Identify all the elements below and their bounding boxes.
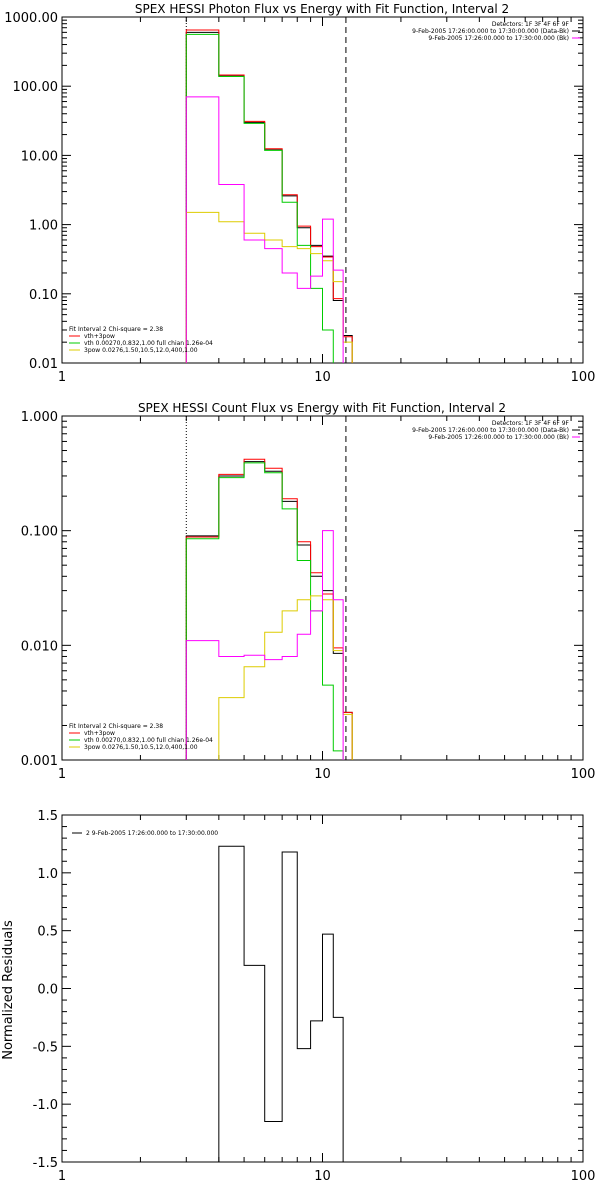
series-line-data-bk — [185, 461, 353, 760]
photon-flux-title: SPEX HESSI Photon Flux vs Energy with Fi… — [135, 2, 509, 16]
x-tick-label: 100 — [571, 767, 596, 782]
y-tick-label: 0.0 — [37, 983, 58, 998]
x-tick-label: 1 — [58, 767, 66, 782]
legend-text: 2 9-Feb-2005 17:26:00.000 to 17:30:00.00… — [86, 830, 218, 837]
legend-text: 9-Feb-2005 17:26:00.000 to 17:30:00.000 … — [412, 427, 569, 434]
series-line-vth — [185, 462, 353, 760]
series-line-3pow — [185, 211, 353, 363]
series-group — [185, 458, 353, 760]
x-tick-label: 1 — [58, 370, 66, 385]
legend-text: vth 0.00270,0.832,1.00 full chian 1.26e-… — [84, 737, 213, 744]
legend-text: vth+3pow — [84, 333, 115, 340]
residuals-y-axis-label: Normalized Residuals — [1, 920, 16, 1060]
y-tick-label: 0.5 — [37, 925, 58, 940]
legend-text: Detectors: 1F 3F 4F 6F 9F — [492, 420, 570, 427]
series-line-bk — [185, 96, 353, 363]
series-line-bk — [185, 530, 353, 760]
y-tick-label: 1.5 — [37, 809, 58, 824]
y-tick-label: 0.01 — [29, 357, 58, 372]
series-line-3pow — [185, 595, 353, 760]
series-line-vth-3pow — [185, 458, 353, 760]
legend-text: 3pow 0.0276,1.50,10.5,12.0,400,1.00 — [84, 347, 198, 354]
count-flux-panel: SPEX HESSI Count Flux vs Energy with Fit… — [21, 401, 596, 782]
y-tick-label: 1.0 — [37, 867, 58, 882]
series-group — [185, 29, 353, 363]
y-tick-label: 1.000 — [21, 410, 58, 425]
x-tick-label: 100 — [571, 1169, 596, 1184]
residuals-panel: Normalized Residuals 1 10 100 -1.5 -1.0 -0.5 0… — [1, 809, 595, 1184]
legend-text: 9-Feb-2005 17:26:00.000 to 17:30:00.000 … — [428, 35, 569, 42]
count-flux-title: SPEX HESSI Count Flux vs Energy with Fit… — [138, 401, 506, 415]
y-tick-label: -1.0 — [33, 1098, 58, 1113]
series-group — [218, 845, 344, 1162]
series-line-vth — [185, 33, 353, 363]
legend-text: Fit Interval 2 Chi-square = 2.38 — [69, 723, 163, 730]
x-tick-label: 10 — [314, 767, 331, 782]
legend-text: vth+3pow — [84, 730, 115, 737]
series-line-data-bk — [185, 31, 353, 363]
y-tick-label: 0.010 — [21, 639, 58, 654]
x-tick-label: 100 — [571, 370, 596, 385]
y-tick-label: 100.00 — [13, 80, 59, 95]
legend-text: 3pow 0.0276,1.50,10.5,12.0,400,1.00 — [84, 744, 198, 751]
y-tick-label: 1000.00 — [4, 11, 58, 26]
legend-text: Fit Interval 2 Chi-square = 2.38 — [69, 326, 163, 333]
legend-text: 9-Feb-2005 17:26:00.000 to 17:30:00.000 … — [428, 434, 569, 441]
y-tick-label: 0.001 — [21, 754, 58, 769]
y-tick-label: 10.00 — [21, 149, 58, 164]
x-tick-label: 10 — [314, 370, 331, 385]
y-tick-label: -1.5 — [33, 1156, 58, 1171]
x-tick-label: 10 — [314, 1169, 331, 1184]
y-tick-label: -0.5 — [33, 1040, 58, 1055]
y-tick-label: 1.00 — [29, 219, 58, 234]
x-tick-label: 1 — [58, 1169, 66, 1184]
legend-text: vth 0.00270,0.832,1.00 full chian 1.26e-… — [84, 340, 213, 347]
series-line-vth-3pow — [185, 29, 353, 363]
legend-text: Detectors: 1F 3F 4F 6F 9F — [492, 21, 570, 28]
series-line-2 — [218, 845, 344, 1162]
photon-flux-panel: SPEX HESSI Photon Flux vs Energy with Fi… — [4, 2, 596, 385]
y-tick-label: 0.10 — [29, 288, 58, 303]
legend-text: 9-Feb-2005 17:26:00.000 to 17:30:00.000 … — [412, 28, 569, 35]
y-tick-label: 0.100 — [21, 525, 58, 540]
